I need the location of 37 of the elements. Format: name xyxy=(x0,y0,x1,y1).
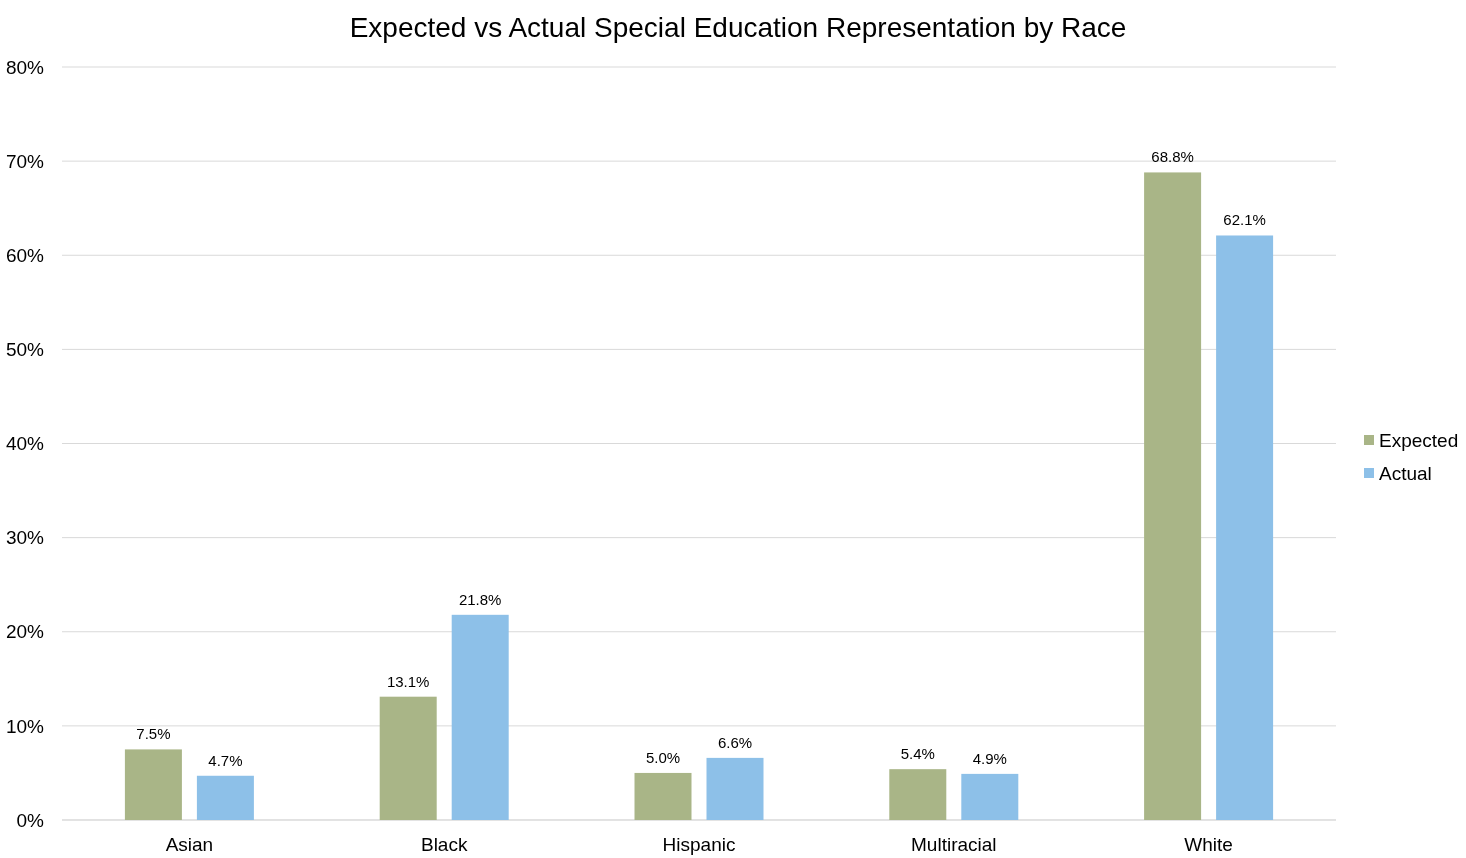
bar xyxy=(706,757,764,820)
bar xyxy=(124,749,182,820)
bar xyxy=(889,769,947,820)
data-label: 4.9% xyxy=(972,749,1007,767)
bar xyxy=(1144,172,1202,820)
data-label: 5.0% xyxy=(645,748,681,766)
bar xyxy=(634,772,692,820)
data-label: 21.8% xyxy=(458,590,502,608)
y-tick-label: 70% xyxy=(5,150,45,172)
y-tick-label: 20% xyxy=(5,621,45,643)
x-tick-label: Black xyxy=(420,834,468,855)
data-label: 4.7% xyxy=(208,751,243,769)
data-label: 13.1% xyxy=(386,672,430,690)
y-tick-label: 30% xyxy=(5,527,45,549)
bar xyxy=(1216,235,1274,820)
bar xyxy=(961,773,1019,820)
data-label: 5.4% xyxy=(900,745,935,763)
bar xyxy=(451,614,509,820)
legend-label: Expected xyxy=(1379,429,1459,451)
y-tick-label: 80% xyxy=(5,56,45,78)
bar xyxy=(196,775,254,820)
y-tick-label: 60% xyxy=(5,244,45,266)
x-tick-label: White xyxy=(1184,834,1233,855)
bar xyxy=(379,696,437,820)
y-tick-label: 10% xyxy=(5,715,45,737)
data-label: 68.8% xyxy=(1151,148,1194,166)
legend-label: Actual xyxy=(1379,462,1432,484)
data-label: 6.6% xyxy=(717,733,753,751)
x-tick-label: Multiracial xyxy=(911,834,997,855)
y-tick-label: 40% xyxy=(5,433,45,455)
data-label: 7.5% xyxy=(136,725,171,743)
data-label: 62.1% xyxy=(1223,211,1266,229)
y-tick-label: 50% xyxy=(5,339,45,361)
y-tick-label: 0% xyxy=(16,809,45,831)
x-tick-label: Hispanic xyxy=(662,834,736,855)
x-tick-label: Asian xyxy=(165,834,214,855)
chart-title: Expected vs Actual Special Education Representation by Race xyxy=(349,12,1127,43)
